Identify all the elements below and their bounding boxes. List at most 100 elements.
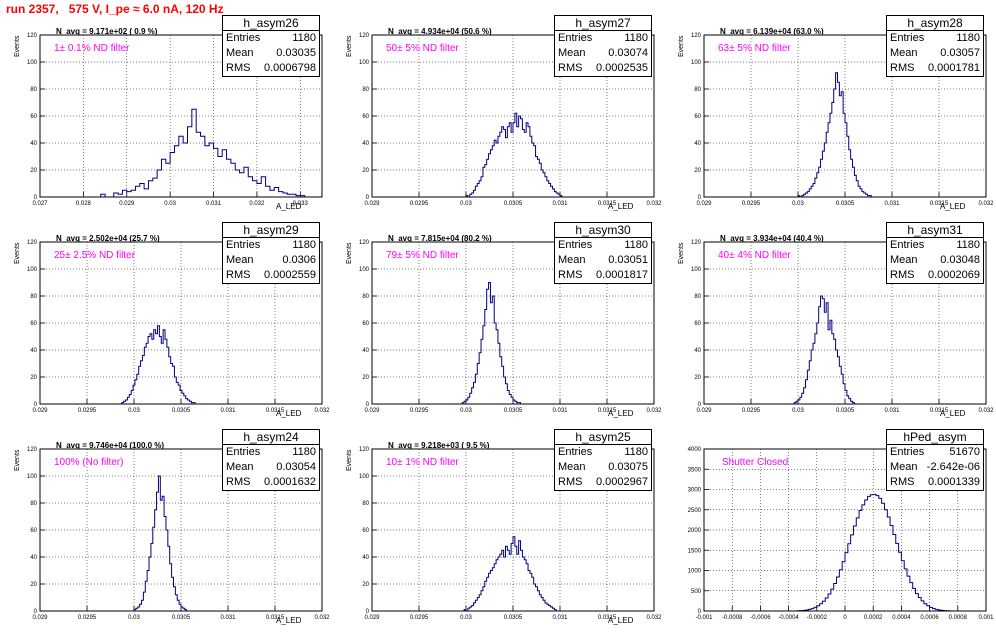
x-axis-title: A_LED bbox=[276, 616, 302, 625]
y-tick-label: 100 bbox=[359, 267, 370, 273]
y-axis-title: Events bbox=[346, 449, 353, 471]
x-tick-label: 0.0006 bbox=[920, 615, 939, 621]
x-tick-label: 0.032 bbox=[978, 201, 994, 207]
x-tick-label: 0.0305 bbox=[504, 408, 523, 414]
histogram-panel-h_asym24: 0.029 0.0295 0.03 0.0305 0.031 0.0315 0.032 0 20… bbox=[0, 429, 332, 636]
x-tick-label: 0.03 bbox=[128, 615, 140, 621]
x-tick-label: 0.03 bbox=[792, 201, 804, 207]
y-tick-label: 60 bbox=[30, 528, 37, 534]
y-tick-label: 120 bbox=[359, 447, 370, 453]
stats-row-rms: RMS 0.0001817 bbox=[555, 268, 651, 283]
y-tick-label: 4000 bbox=[688, 447, 702, 453]
x-tick-label: 0.028 bbox=[76, 201, 92, 207]
stats-row-rms: RMS 0.0002069 bbox=[887, 268, 983, 283]
y-tick-label: 40 bbox=[694, 348, 701, 354]
x-tick-label: 0.029 bbox=[696, 201, 712, 207]
y-tick-label: 20 bbox=[694, 375, 701, 381]
histogram-panel-h_asym28: 0.029 0.0295 0.03 0.0305 0.031 0.0315 0.032 0 20… bbox=[664, 15, 996, 222]
stats-row-entries: Entries 1180 bbox=[223, 445, 319, 460]
x-tick-label: 0.0295 bbox=[410, 615, 429, 621]
x-axis-title: A_LED bbox=[608, 616, 634, 625]
x-tick-label: 0.029 bbox=[364, 408, 380, 414]
stats-label: Entries bbox=[226, 239, 261, 251]
stats-value: 0.03051 bbox=[608, 254, 648, 266]
stats-row-rms: RMS 0.0001781 bbox=[887, 61, 983, 76]
x-tick-label: -0.0008 bbox=[722, 615, 743, 621]
x-tick-label: 0.0295 bbox=[78, 615, 97, 621]
x-tick-label: 0.0004 bbox=[892, 615, 911, 621]
stats-label: Mean bbox=[558, 254, 586, 266]
y-tick-label: 100 bbox=[27, 474, 38, 480]
stats-value: 0.0002535 bbox=[596, 62, 648, 74]
y-tick-label: 80 bbox=[362, 501, 369, 507]
filter-note: 10± 1% ND filter bbox=[386, 457, 459, 468]
x-tick-label: -0.0004 bbox=[778, 615, 799, 621]
histogram-series bbox=[83, 108, 318, 198]
y-axis-title: Events bbox=[678, 35, 685, 57]
histogram-series bbox=[119, 325, 201, 405]
x-tick-label: 0.032 bbox=[646, 201, 662, 207]
x-tick-label: 0 bbox=[843, 615, 847, 621]
histogram-panel-h_asym25: 0.029 0.0295 0.03 0.0305 0.031 0.0315 0.032 0 20… bbox=[332, 429, 664, 636]
x-tick-label: 0.031 bbox=[206, 201, 222, 207]
histogram-panel-hPed_asym: -0.001 -0.0008 -0.0006 -0.0004 -0.0002 0 0.000… bbox=[664, 429, 996, 636]
navg-text: N_avg = 9.746e+04 (100.0 %) bbox=[56, 441, 165, 450]
navg-text: N_avg = 9.171e+02 ( 0.9 %) bbox=[56, 27, 158, 36]
stats-row-mean: Mean 0.03051 bbox=[555, 253, 651, 268]
stats-label: Mean bbox=[226, 47, 254, 59]
navg-text: N_avg = 7.815e+04 (80.2 %) bbox=[388, 234, 492, 243]
x-tick-label: 0.027 bbox=[32, 201, 48, 207]
stats-row-mean: Mean -2.642e-06 bbox=[887, 460, 983, 475]
stats-row-entries: Entries 1180 bbox=[887, 31, 983, 46]
stats-box: h_asym26 Entries 1180 Mean 0.03035 RMS 0.00067… bbox=[222, 15, 320, 77]
stats-row-rms: RMS 0.0006798 bbox=[223, 61, 319, 76]
filter-note: 100% (No filter) bbox=[54, 457, 124, 468]
stats-value: 0.03048 bbox=[940, 254, 980, 266]
stats-row-rms: RMS 0.0002559 bbox=[223, 268, 319, 283]
x-tick-label: 0.031 bbox=[552, 408, 568, 414]
stats-value: 0.0001781 bbox=[928, 62, 980, 74]
y-tick-label: 500 bbox=[691, 589, 702, 595]
stats-label: Entries bbox=[558, 239, 593, 251]
stats-label: Entries bbox=[890, 446, 925, 458]
x-tick-label: 0.031 bbox=[220, 615, 236, 621]
x-axis-title: A_LED bbox=[940, 409, 966, 418]
stats-row-entries: Entries 1180 bbox=[555, 445, 651, 460]
y-tick-label: 0 bbox=[366, 609, 370, 615]
histogram-name: h_asym26 bbox=[223, 16, 319, 31]
x-tick-label: 0.0315 bbox=[266, 615, 285, 621]
y-tick-label: 80 bbox=[30, 87, 37, 93]
y-tick-label: 100 bbox=[691, 60, 702, 66]
x-tick-label: 0.03 bbox=[460, 615, 472, 621]
filter-note: 1± 0.1% ND filter bbox=[54, 43, 130, 54]
x-tick-label: 0.032 bbox=[978, 408, 994, 414]
stats-value: -2.642e-06 bbox=[926, 461, 980, 473]
x-tick-label: 0.0295 bbox=[410, 408, 429, 414]
filter-note: 25± 2.5% ND filter bbox=[54, 250, 136, 261]
y-tick-label: 20 bbox=[362, 582, 369, 588]
x-tick-label: 0.0315 bbox=[598, 408, 617, 414]
histogram-name: h_asym31 bbox=[887, 223, 983, 238]
y-tick-label: 20 bbox=[30, 582, 37, 588]
x-axis-title: A_LED bbox=[940, 202, 966, 211]
histogram-name: h_asym29 bbox=[223, 223, 319, 238]
stats-row-rms: RMS 0.0001339 bbox=[887, 475, 983, 490]
x-tick-label: 0.03 bbox=[128, 408, 140, 414]
page-title: run 2357, 575 V, I_pe ≈ 6.0 nA, 120 Hz bbox=[6, 2, 224, 16]
stats-row-mean: Mean 0.03057 bbox=[887, 46, 983, 61]
stats-value: 1180 bbox=[292, 239, 316, 251]
y-tick-label: 60 bbox=[362, 321, 369, 327]
y-tick-label: 40 bbox=[30, 348, 37, 354]
stats-label: Mean bbox=[890, 254, 918, 266]
y-tick-label: 20 bbox=[694, 168, 701, 174]
stats-label: Mean bbox=[558, 47, 586, 59]
histogram-series bbox=[760, 493, 981, 612]
y-tick-label: 120 bbox=[27, 447, 38, 453]
y-tick-label: 0 bbox=[366, 402, 370, 408]
histogram-series bbox=[133, 475, 191, 612]
y-tick-label: 60 bbox=[362, 114, 369, 120]
x-tick-label: 0.032 bbox=[249, 201, 265, 207]
filter-note: 50± 5% ND filter bbox=[386, 43, 459, 54]
x-tick-label: -0.0006 bbox=[750, 615, 771, 621]
stats-label: RMS bbox=[558, 269, 583, 281]
